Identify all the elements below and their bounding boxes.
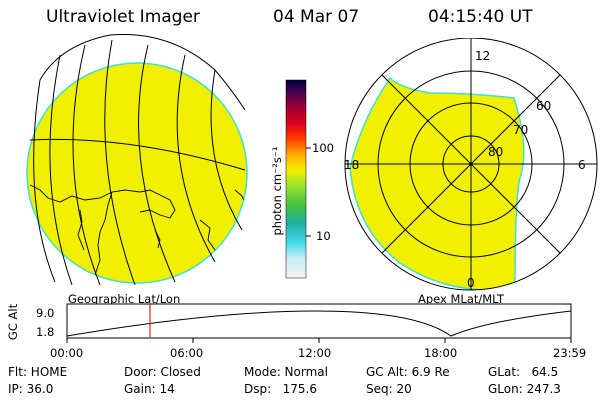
dsp-info: Dsp: 175.6: [244, 382, 317, 396]
alt-ymin: 1.8: [36, 325, 55, 339]
glat-info: GLat: 64.5: [488, 365, 559, 379]
flight-info: Flt: HOME: [8, 365, 68, 379]
colorbar: [285, 79, 311, 279]
auroral-fill: [349, 76, 525, 290]
ip-info: IP: 36.0: [8, 382, 54, 396]
alt-xtick-label: 23:59: [553, 346, 587, 360]
geographic-label: Geographic Lat/Lon: [68, 292, 181, 306]
seq-info: Seq: 20: [366, 382, 412, 396]
colorbar-tick-100: 100: [312, 141, 334, 155]
alt-xtick-label: 12:00: [298, 346, 332, 360]
mlt-12: 12: [475, 49, 490, 63]
gc-alt-info: GC Alt: 6.9 Re: [366, 365, 450, 379]
alt-xtick-label: 00:00: [50, 346, 84, 360]
colorbar-tick-10: 10: [316, 229, 331, 243]
polar-plot: 12 18 6 0 60 70 80: [344, 38, 598, 291]
mlat-70: 70: [513, 123, 528, 137]
geo-disk: [27, 63, 247, 283]
coastline: [29, 184, 247, 276]
alt-xtick-label: 06:00: [170, 346, 204, 360]
colorbar-gradient: [285, 79, 307, 279]
altitude-plot: [66, 303, 572, 343]
instrument-title: Ultraviolet Imager: [46, 7, 200, 27]
door-info: Door: Closed: [124, 365, 201, 379]
mode-info: Mode: Normal: [244, 365, 328, 379]
geo-grid: [29, 33, 246, 286]
alt-frame: [66, 303, 572, 339]
mlt-18: 18: [344, 158, 359, 172]
mlt-0: 0: [467, 276, 475, 290]
mlt-6: 6: [578, 158, 586, 172]
mlat-60: 60: [536, 99, 551, 113]
polar-grid: [344, 38, 598, 291]
alt-ylabel: GC Alt: [6, 303, 20, 341]
gain-info: Gain: 14: [124, 382, 175, 396]
time-label: 04:15:40 UT: [428, 7, 533, 27]
glon-info: GLon: 247.3: [488, 382, 561, 396]
mlat-80: 80: [488, 145, 503, 159]
alt-ymax: 9.0: [36, 306, 55, 320]
alt-xtick-label: 18:00: [424, 346, 458, 360]
date-label: 04 Mar 07: [273, 7, 360, 27]
geo-limb: [26, 62, 248, 284]
colorbar-unit-label: photon cm⁻²s⁻¹: [270, 146, 284, 236]
altitude-curve: [66, 310, 572, 337]
geographic-image: [26, 33, 248, 286]
apex-label: Apex MLat/MLT: [418, 292, 505, 306]
